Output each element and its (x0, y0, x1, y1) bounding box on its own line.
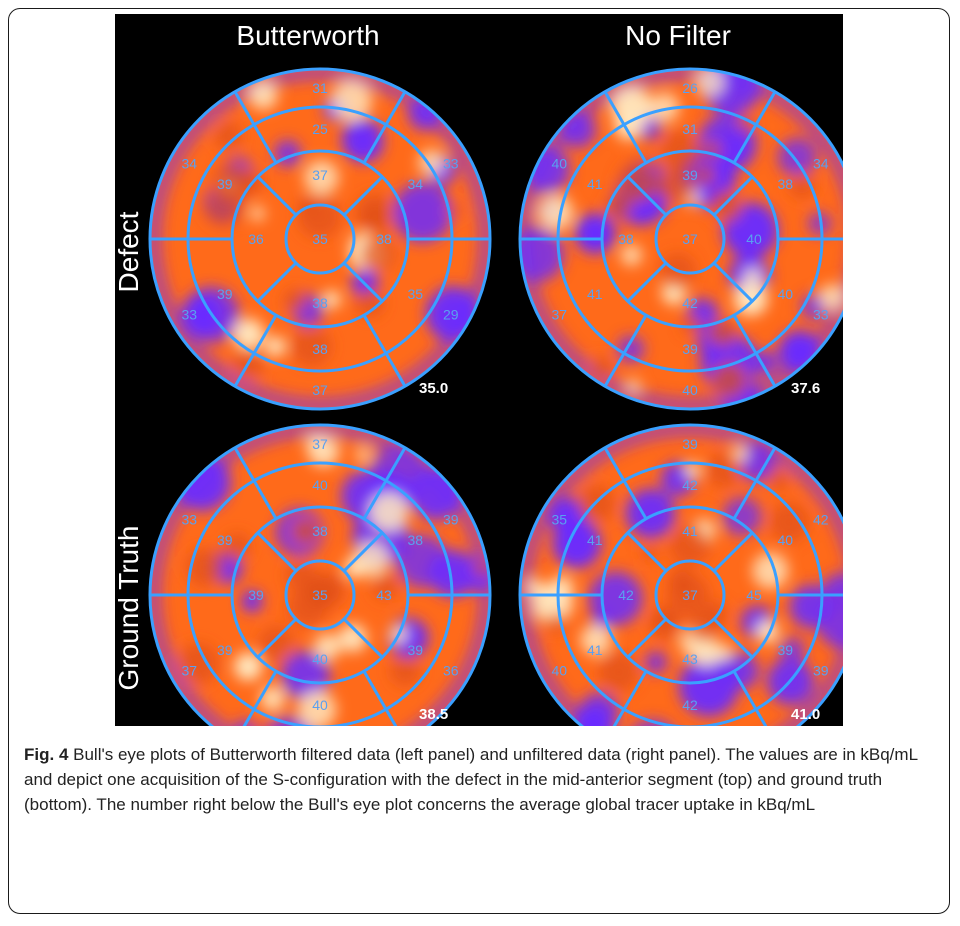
figure-caption: Fig. 4 Bull's eye plots of Butterworth f… (24, 742, 936, 817)
bulls-eye-plot-nofilter-defect: 26 34 33 40 37 40 31 38 40 39 41 41 39 40 42 38 37 (518, 67, 843, 411)
segment-value: 34 (813, 156, 829, 172)
segment-value: 38 (312, 295, 328, 311)
segment-value: 41 (587, 642, 603, 658)
global-uptake-value: 35.0 (419, 380, 449, 397)
segment-value: 37 (682, 587, 698, 603)
segment-value: 25 (312, 121, 328, 137)
segment-value: 41 (587, 286, 603, 302)
segment-value: 38 (777, 176, 793, 192)
bulls-eye-figure: Butterworth No Filter Defect Ground Trut… (115, 14, 843, 726)
figure-frame (8, 8, 950, 914)
uptake-texture (520, 69, 843, 409)
segment-value: 38 (407, 532, 423, 548)
segment-value: 33 (181, 307, 197, 323)
segment-value: 40 (777, 532, 793, 548)
segment-value: 39 (248, 587, 264, 603)
global-uptake-value: 41.0 (791, 706, 821, 723)
segment-value: 35 (551, 512, 567, 528)
segment-value: 43 (376, 587, 392, 603)
segment-value: 43 (682, 651, 698, 667)
segment-value: 35 (312, 231, 328, 247)
segment-value: 38 (312, 523, 328, 539)
segment-value: 41 (682, 523, 698, 539)
segment-value: 40 (682, 382, 698, 398)
uptake-texture (150, 425, 490, 726)
segment-value: 35 (312, 587, 328, 603)
segment-value: 40 (746, 231, 762, 247)
segment-value: 31 (682, 121, 698, 137)
row-title-ground-truth: Ground Truth (115, 525, 144, 691)
segment-value: 42 (618, 587, 634, 603)
segment-value: 38 (618, 231, 634, 247)
segment-values: 31 33 29 37 33 34 25 34 35 38 39 39 37 38 38 36 35 (181, 80, 458, 398)
segment-boundaries (148, 67, 492, 411)
segment-value: 37 (682, 231, 698, 247)
segment-value: 39 (443, 512, 459, 528)
segment-value: 42 (682, 477, 698, 493)
segment-value: 37 (551, 307, 567, 323)
segment-value: 34 (407, 176, 423, 192)
segment-value: 40 (312, 477, 328, 493)
column-title-butterworth: Butterworth (236, 20, 380, 51)
segment-value: 39 (813, 663, 829, 679)
segment-value: 42 (682, 697, 698, 713)
segment-value: 40 (551, 663, 567, 679)
segment-value: 31 (312, 80, 328, 96)
segment-value: 39 (682, 436, 698, 452)
segment-value: 37 (181, 663, 197, 679)
segment-value: 40 (312, 697, 328, 713)
segment-value: 36 (248, 231, 264, 247)
row-title-defect: Defect (115, 211, 144, 293)
segment-value: 36 (443, 663, 459, 679)
segment-value: 37 (312, 382, 328, 398)
segment-boundaries (148, 423, 492, 726)
segment-values: 26 34 33 40 37 40 31 38 40 39 41 41 39 40 42 38 37 (551, 80, 828, 398)
segment-value: 34 (181, 156, 197, 172)
caption-label: Fig. 4 (24, 745, 69, 764)
bulls-eye-plot-butterworth-defect: 31 33 29 37 33 34 25 34 35 38 39 39 37 38 38 36 35 (148, 67, 492, 411)
segment-value: 39 (217, 286, 233, 302)
global-uptake-value: 37.6 (791, 380, 821, 397)
segment-value: 41 (587, 176, 603, 192)
segment-value: 40 (777, 286, 793, 302)
segment-value: 39 (682, 341, 698, 357)
segment-value: 45 (746, 587, 762, 603)
segment-value: 39 (217, 642, 233, 658)
polar-map-base (520, 69, 843, 409)
segment-value: 38 (312, 341, 328, 357)
segment-value: 39 (217, 176, 233, 192)
segment-value: 39 (217, 532, 233, 548)
segment-value: 39 (777, 642, 793, 658)
segment-value: 40 (312, 651, 328, 667)
uptake-texture (520, 425, 843, 726)
segment-value: 39 (407, 642, 423, 658)
segment-value: 39 (682, 167, 698, 183)
segment-value: 37 (312, 167, 328, 183)
segment-value: 33 (181, 512, 197, 528)
global-uptake-value: 38.5 (419, 706, 449, 723)
segment-value: 42 (682, 295, 698, 311)
segment-value: 37 (312, 436, 328, 452)
segment-value: 40 (551, 156, 567, 172)
segment-boundaries (518, 423, 843, 726)
segment-value: 33 (443, 156, 459, 172)
caption-text: Bull's eye plots of Butterworth filtered… (24, 745, 918, 814)
segment-value: 42 (813, 512, 829, 528)
segment-boundaries (518, 67, 843, 411)
segment-value: 38 (376, 231, 392, 247)
column-title-no-filter: No Filter (625, 20, 731, 51)
segment-value: 33 (813, 307, 829, 323)
segment-value: 35 (407, 286, 423, 302)
segment-value: 26 (682, 80, 698, 96)
segment-value: 41 (587, 532, 603, 548)
segment-value: 29 (443, 307, 459, 323)
